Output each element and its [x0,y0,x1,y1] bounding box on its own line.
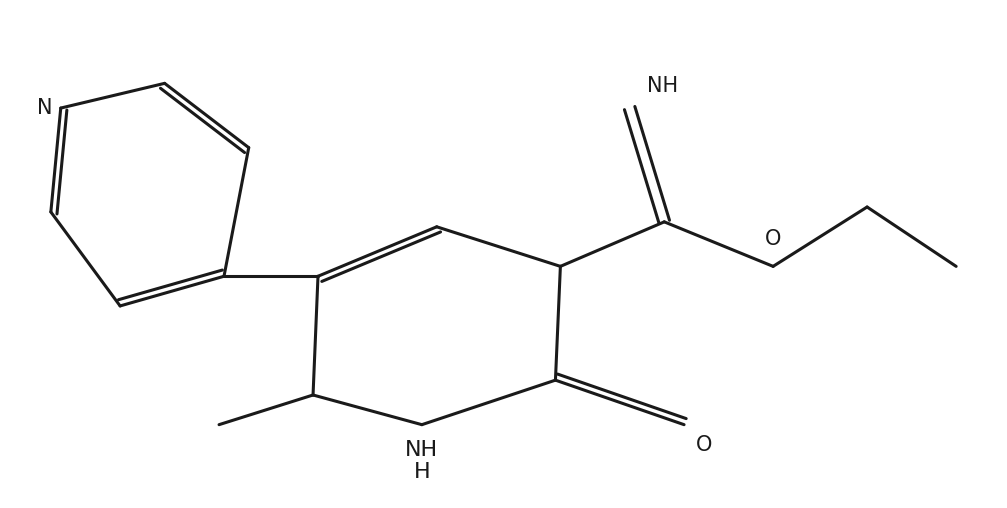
Text: H: H [414,462,430,482]
Text: O: O [765,229,781,248]
Text: NH: NH [648,76,679,96]
Text: NH: NH [405,439,438,460]
Text: O: O [696,434,712,455]
Text: N: N [37,98,52,118]
